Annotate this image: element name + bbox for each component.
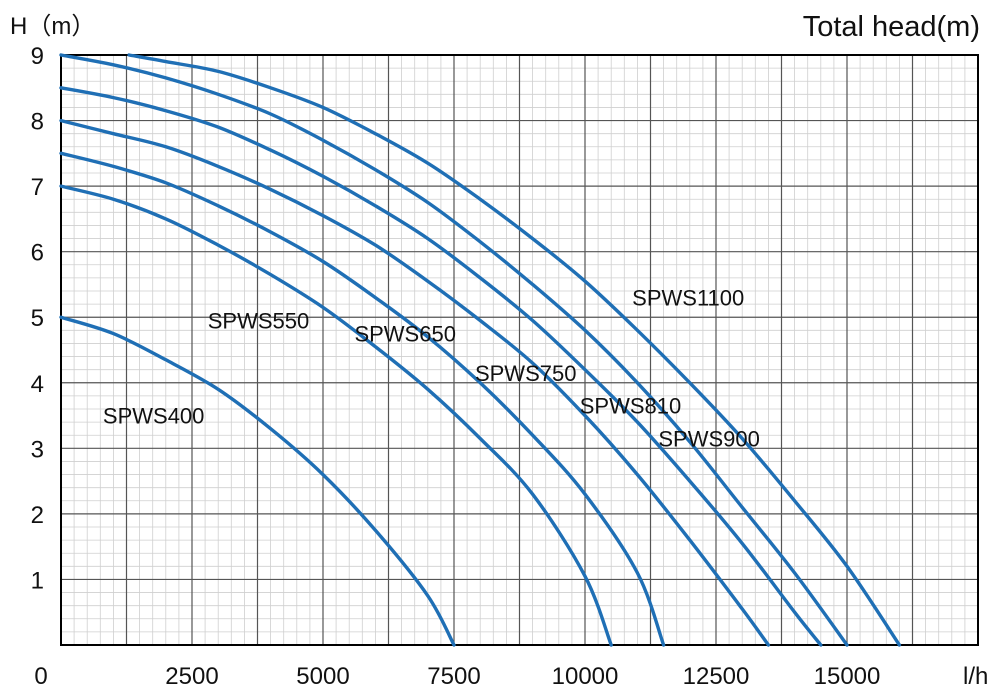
y-tick-label: 9 — [31, 43, 44, 70]
y-tick-label: 8 — [31, 109, 44, 136]
x-tick-label: 12500 — [683, 663, 750, 690]
curve-spws400 — [59, 315, 456, 647]
x-tick-label: 0 — [34, 663, 47, 690]
x-axis-label: l/h — [963, 663, 988, 690]
x-tick-label: 5000 — [296, 663, 349, 690]
y-tick-label: 1 — [31, 567, 44, 594]
pump-curves — [59, 53, 902, 647]
x-tick-label: 2500 — [165, 663, 218, 690]
curve-spws900 — [59, 53, 849, 647]
y-axis-label: H（m） — [10, 13, 95, 40]
label-spws550: SPWS550 — [208, 309, 310, 334]
curve-spws810 — [59, 86, 823, 647]
label-spws400: SPWS400 — [103, 404, 205, 429]
label-spws810: SPWS810 — [580, 394, 682, 419]
plot-frame — [60, 54, 979, 646]
x-tick-label: 7500 — [427, 663, 480, 690]
curve-spws750 — [59, 118, 771, 647]
chart-title: Total head(m) — [803, 11, 980, 43]
y-tick-label: 7 — [31, 174, 44, 201]
x-axis-ticks: 0 2500 5000 7500 10000 12500 15000 — [34, 663, 880, 690]
y-tick-label: 5 — [31, 305, 44, 332]
y-tick-label: 3 — [31, 436, 44, 463]
y-tick-label: 2 — [31, 502, 44, 529]
curve-spws650 — [59, 151, 666, 647]
label-spws750: SPWS750 — [475, 361, 576, 386]
curve-spws1100 — [127, 53, 902, 647]
x-tick-label: 15000 — [814, 663, 881, 690]
y-tick-label: 4 — [31, 371, 44, 398]
label-spws650: SPWS650 — [354, 322, 456, 347]
label-spws1100: SPWS1100 — [632, 286, 744, 311]
x-tick-label: 10000 — [552, 663, 619, 690]
label-spws900: SPWS900 — [658, 427, 760, 452]
major-grid — [61, 55, 978, 645]
y-tick-label: 6 — [31, 240, 44, 267]
curve-spws550 — [59, 184, 613, 647]
y-axis-ticks: 1 2 3 4 5 6 7 8 9 — [31, 43, 44, 594]
